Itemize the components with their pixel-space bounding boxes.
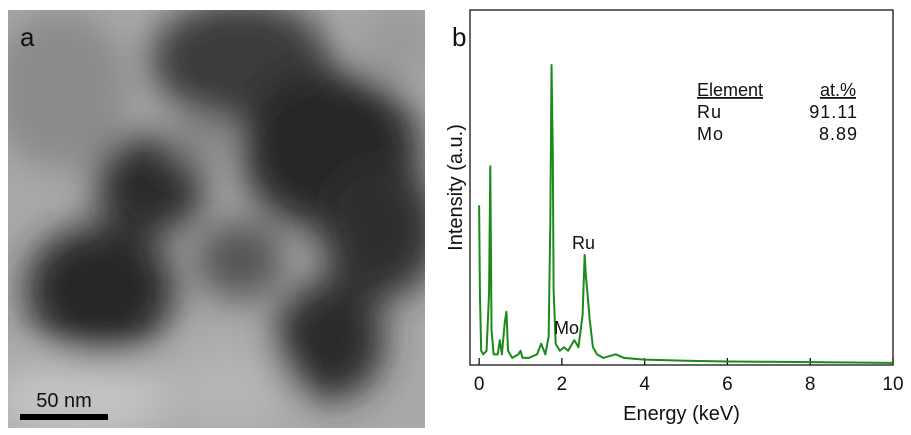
scale-bar-label: 50 nm bbox=[36, 390, 92, 412]
table-cell: 91.11 bbox=[809, 102, 858, 122]
annotation: Mo bbox=[554, 318, 579, 338]
table-cell: 8.89 bbox=[819, 124, 858, 144]
spectrum-line bbox=[478, 64, 894, 364]
y-axis-label: Intensity (a.u.) bbox=[445, 124, 467, 251]
x-axis-label: Energy (keV) bbox=[623, 403, 740, 425]
panel-label: b bbox=[452, 22, 466, 52]
table-cell: Ru bbox=[697, 102, 722, 122]
x-tick-label: 0 bbox=[474, 374, 485, 395]
table-cell: Mo bbox=[697, 124, 724, 144]
x-tick-label: 10 bbox=[882, 374, 903, 395]
annotation: Ru bbox=[572, 233, 595, 253]
x-tick-label: 2 bbox=[557, 374, 568, 395]
x-tick-label: 8 bbox=[805, 374, 816, 395]
table-header: Element bbox=[697, 80, 763, 100]
tem-image bbox=[8, 10, 425, 428]
plot-frame bbox=[469, 9, 894, 366]
scale-bar bbox=[20, 414, 108, 420]
table-header: at.% bbox=[820, 80, 856, 100]
x-tick-label: 4 bbox=[639, 374, 650, 395]
x-tick-label: 6 bbox=[722, 374, 733, 395]
panel-label: a bbox=[20, 22, 35, 52]
